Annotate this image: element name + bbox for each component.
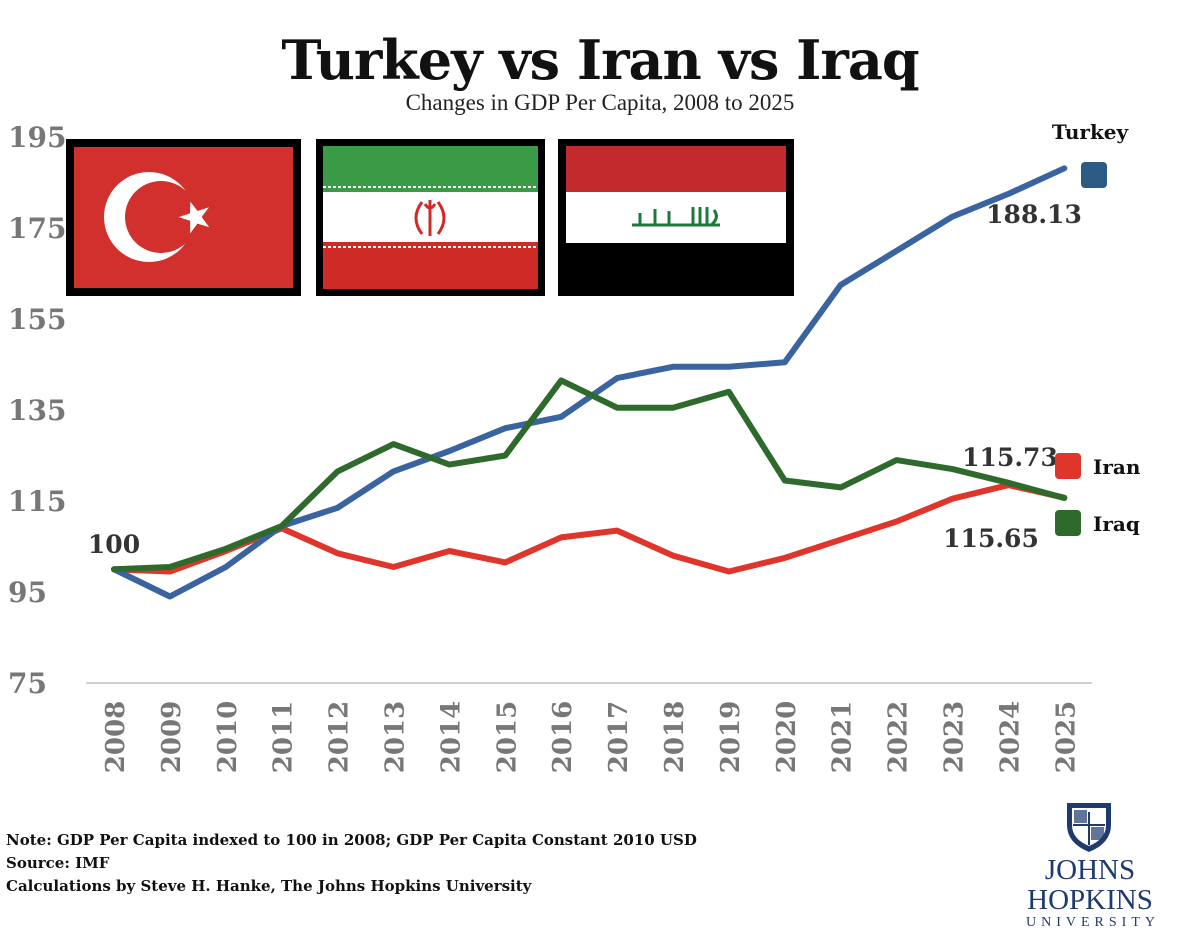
annotation-turkey-value: 188.13 bbox=[986, 200, 1082, 229]
series-line-iran bbox=[111, 482, 1068, 575]
x-tick-label: 2013 bbox=[381, 701, 411, 773]
turkey-flag bbox=[66, 139, 301, 296]
legend-swatch-iran bbox=[1055, 453, 1081, 479]
jhu-shield-icon bbox=[1067, 803, 1111, 852]
x-tick-label: 2011 bbox=[269, 701, 299, 773]
legend: Turkey Iran Iraq bbox=[1052, 120, 1141, 536]
annotation-iran-value: 115.73 bbox=[962, 443, 1058, 472]
x-tick-label: 2016 bbox=[548, 701, 578, 773]
legend-label-iraq: Iraq bbox=[1093, 512, 1140, 536]
annotation-iraq-value: 115.65 bbox=[943, 524, 1039, 553]
y-tick-label: 115 bbox=[8, 485, 66, 518]
legend-swatch-iraq bbox=[1055, 510, 1081, 536]
x-tick-label: 2009 bbox=[157, 701, 187, 773]
x-tick-label: 2010 bbox=[213, 701, 243, 773]
y-tick-label: 155 bbox=[8, 303, 66, 336]
iran-emblem bbox=[414, 200, 446, 236]
y-axis-ticks: 195 175 155 135 115 95 75 bbox=[8, 121, 66, 700]
x-tick-label: 2015 bbox=[492, 701, 522, 773]
credit-line: Calculations by Steve H. Hanke, The John… bbox=[6, 877, 532, 895]
x-axis-ticks: 2008 2009 2010 2011 2012 2013 2014 2015 2016 2017… bbox=[101, 701, 1081, 773]
x-tick-label: 2017 bbox=[604, 701, 634, 773]
jhu-logo: JOHNS HOPKINS UNIVERSITY bbox=[990, 795, 1190, 931]
chart-title: Turkey vs Iran vs Iraq bbox=[281, 28, 919, 92]
iran-flag bbox=[316, 139, 545, 296]
y-tick-label: 175 bbox=[8, 212, 66, 245]
legend-swatch-turkey bbox=[1081, 162, 1107, 188]
y-tick-label: 75 bbox=[8, 667, 47, 700]
chart-subtitle: Changes in GDP Per Capita, 2008 to 2025 bbox=[405, 90, 795, 115]
x-tick-label: 2023 bbox=[940, 701, 970, 773]
x-tick-label: 2020 bbox=[772, 701, 802, 773]
x-tick-label: 2018 bbox=[660, 701, 690, 773]
source-line: Source: IMF bbox=[6, 854, 110, 872]
x-tick-label: 2025 bbox=[1051, 701, 1081, 773]
jhu-logo-sub: UNIVERSITY bbox=[1026, 915, 1160, 930]
series-line-iraq bbox=[111, 377, 1068, 573]
annotation-start-value: 100 bbox=[88, 530, 140, 559]
line-chart: 195 175 155 135 115 95 75 2008 2009 2010 2011 2012… bbox=[8, 120, 1141, 852]
note-line: Note: GDP Per Capita indexed to 100 in 2… bbox=[6, 831, 697, 849]
legend-label-iran: Iran bbox=[1093, 455, 1141, 479]
y-tick-label: 135 bbox=[8, 394, 66, 427]
x-tick-label: 2022 bbox=[884, 701, 914, 773]
x-tick-label: 2008 bbox=[101, 701, 131, 773]
y-tick-label: 95 bbox=[8, 576, 47, 609]
y-tick-label: 195 bbox=[8, 121, 66, 154]
jhu-logo-name: JOHNS HOPKINS bbox=[1027, 854, 1153, 916]
series-layer bbox=[111, 165, 1068, 600]
iraq-flag bbox=[558, 139, 794, 296]
footnotes: Note: GDP Per Capita indexed to 100 in 2… bbox=[6, 829, 697, 898]
x-tick-label: 2019 bbox=[716, 701, 746, 773]
iraq-takbir bbox=[632, 207, 720, 227]
x-tick-label: 2014 bbox=[436, 701, 466, 773]
x-tick-label: 2024 bbox=[995, 701, 1025, 773]
x-tick-label: 2012 bbox=[325, 701, 355, 773]
x-tick-label: 2021 bbox=[828, 701, 858, 773]
legend-label-turkey: Turkey bbox=[1052, 120, 1130, 144]
